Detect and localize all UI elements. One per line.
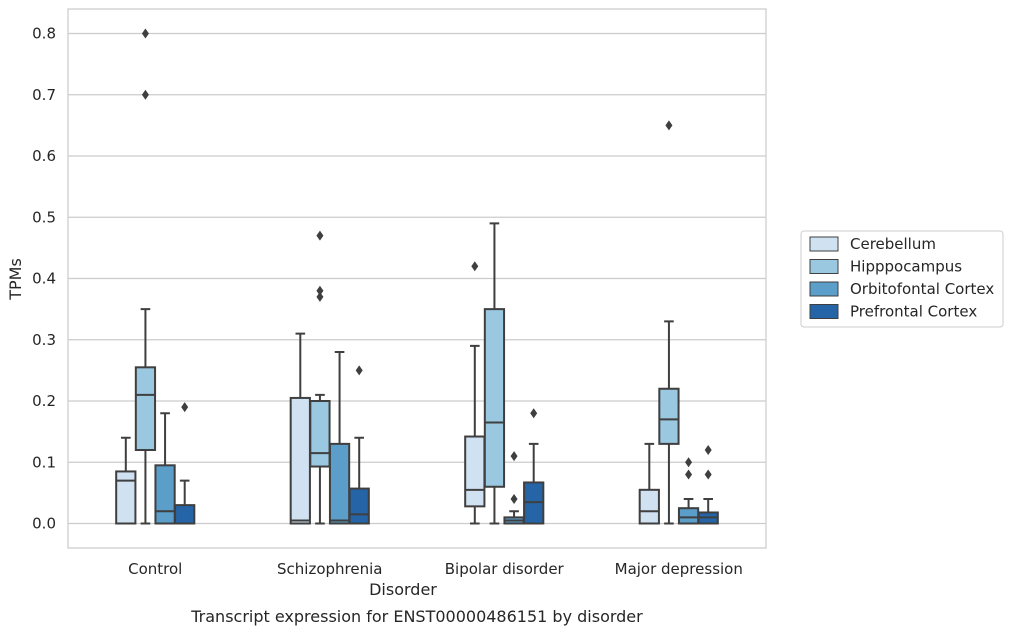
y-tick-labels: 0.0 0.1 0.2 0.3 0.4 0.5 0.6 0.7 0.8 bbox=[32, 25, 56, 533]
x-tick-labels: Control Schizophrenia Bipolar disorder Majo… bbox=[128, 560, 743, 578]
box bbox=[348, 487, 370, 525]
legend: Cerebellum Hipppocampus Orbitofontal Corte… bbox=[800, 230, 1004, 328]
box-group bbox=[523, 408, 545, 525]
legend-label: Hipppocampus bbox=[850, 258, 962, 276]
outlier-marker bbox=[316, 230, 324, 241]
outlier-marker bbox=[355, 365, 363, 376]
box bbox=[677, 507, 700, 525]
box bbox=[464, 435, 486, 508]
box bbox=[309, 400, 331, 468]
legend-swatch bbox=[809, 304, 839, 319]
outlier-marker bbox=[316, 285, 324, 296]
y-tick-label: 0.6 bbox=[32, 147, 56, 165]
box bbox=[115, 470, 137, 525]
outlier-marker bbox=[685, 457, 693, 468]
outlier-marker bbox=[181, 402, 189, 413]
y-axis-title: TPMs bbox=[6, 258, 25, 301]
x-tick-label: Schizophrenia bbox=[277, 560, 382, 578]
box bbox=[134, 366, 157, 451]
box-group bbox=[464, 261, 486, 525]
box-group bbox=[154, 412, 176, 525]
gridlines bbox=[68, 32, 766, 525]
y-tick-label: 0.3 bbox=[32, 331, 56, 349]
box-group bbox=[697, 445, 719, 525]
x-tick-label: Bipolar disorder bbox=[445, 560, 565, 578]
legend-label: Orbitofontal Cortex bbox=[850, 280, 994, 298]
box-group bbox=[348, 365, 370, 525]
outlier-marker bbox=[530, 408, 538, 419]
box-group bbox=[677, 457, 700, 525]
outlier-marker bbox=[704, 445, 712, 455]
outlier-marker bbox=[510, 451, 518, 462]
box-group bbox=[328, 351, 351, 525]
x-axis-title: Disorder bbox=[369, 580, 437, 599]
y-tick-label: 0.2 bbox=[32, 392, 56, 410]
outlier-marker bbox=[704, 469, 712, 480]
legend-label: Cerebellum bbox=[850, 235, 936, 253]
outlier-marker bbox=[685, 469, 693, 480]
legend-frame bbox=[800, 230, 1004, 328]
boxes bbox=[115, 28, 719, 525]
x-tick-label: Major depression bbox=[615, 560, 743, 578]
legend-label: Prefrontal Cortex bbox=[850, 303, 977, 321]
y-tick-label: 0.8 bbox=[32, 25, 56, 43]
box bbox=[289, 396, 311, 525]
outlier-marker bbox=[316, 291, 324, 302]
plot-frame bbox=[67, 8, 767, 549]
outlier-marker bbox=[510, 494, 518, 504]
box-group bbox=[174, 402, 196, 525]
y-tick-label: 0.4 bbox=[32, 270, 56, 288]
outlier-marker bbox=[665, 120, 673, 131]
y-tick-label: 0.1 bbox=[32, 453, 56, 471]
box bbox=[328, 442, 351, 525]
box-group bbox=[134, 28, 157, 525]
outlier-marker bbox=[141, 28, 149, 39]
x-tick-label: Control bbox=[128, 560, 182, 578]
box-group bbox=[115, 436, 137, 525]
legend-swatch bbox=[809, 259, 839, 274]
chart-caption: Transcript expression for ENST0000048615… bbox=[190, 607, 643, 626]
y-tick-label: 0.7 bbox=[32, 86, 56, 104]
box-group bbox=[483, 222, 506, 525]
box bbox=[174, 504, 196, 525]
y-tick-label: 0.5 bbox=[32, 208, 56, 226]
box bbox=[154, 464, 176, 525]
box bbox=[638, 488, 660, 525]
outlier-marker bbox=[471, 261, 479, 272]
box-group bbox=[638, 442, 660, 525]
box-group bbox=[289, 332, 311, 525]
outlier-marker bbox=[141, 89, 149, 100]
box bbox=[483, 308, 506, 488]
box-group bbox=[658, 120, 680, 525]
box-group bbox=[309, 230, 331, 525]
legend-swatch bbox=[809, 281, 839, 297]
y-tick-label: 0.0 bbox=[32, 515, 56, 533]
legend-swatch bbox=[809, 236, 839, 252]
box bbox=[658, 387, 680, 445]
